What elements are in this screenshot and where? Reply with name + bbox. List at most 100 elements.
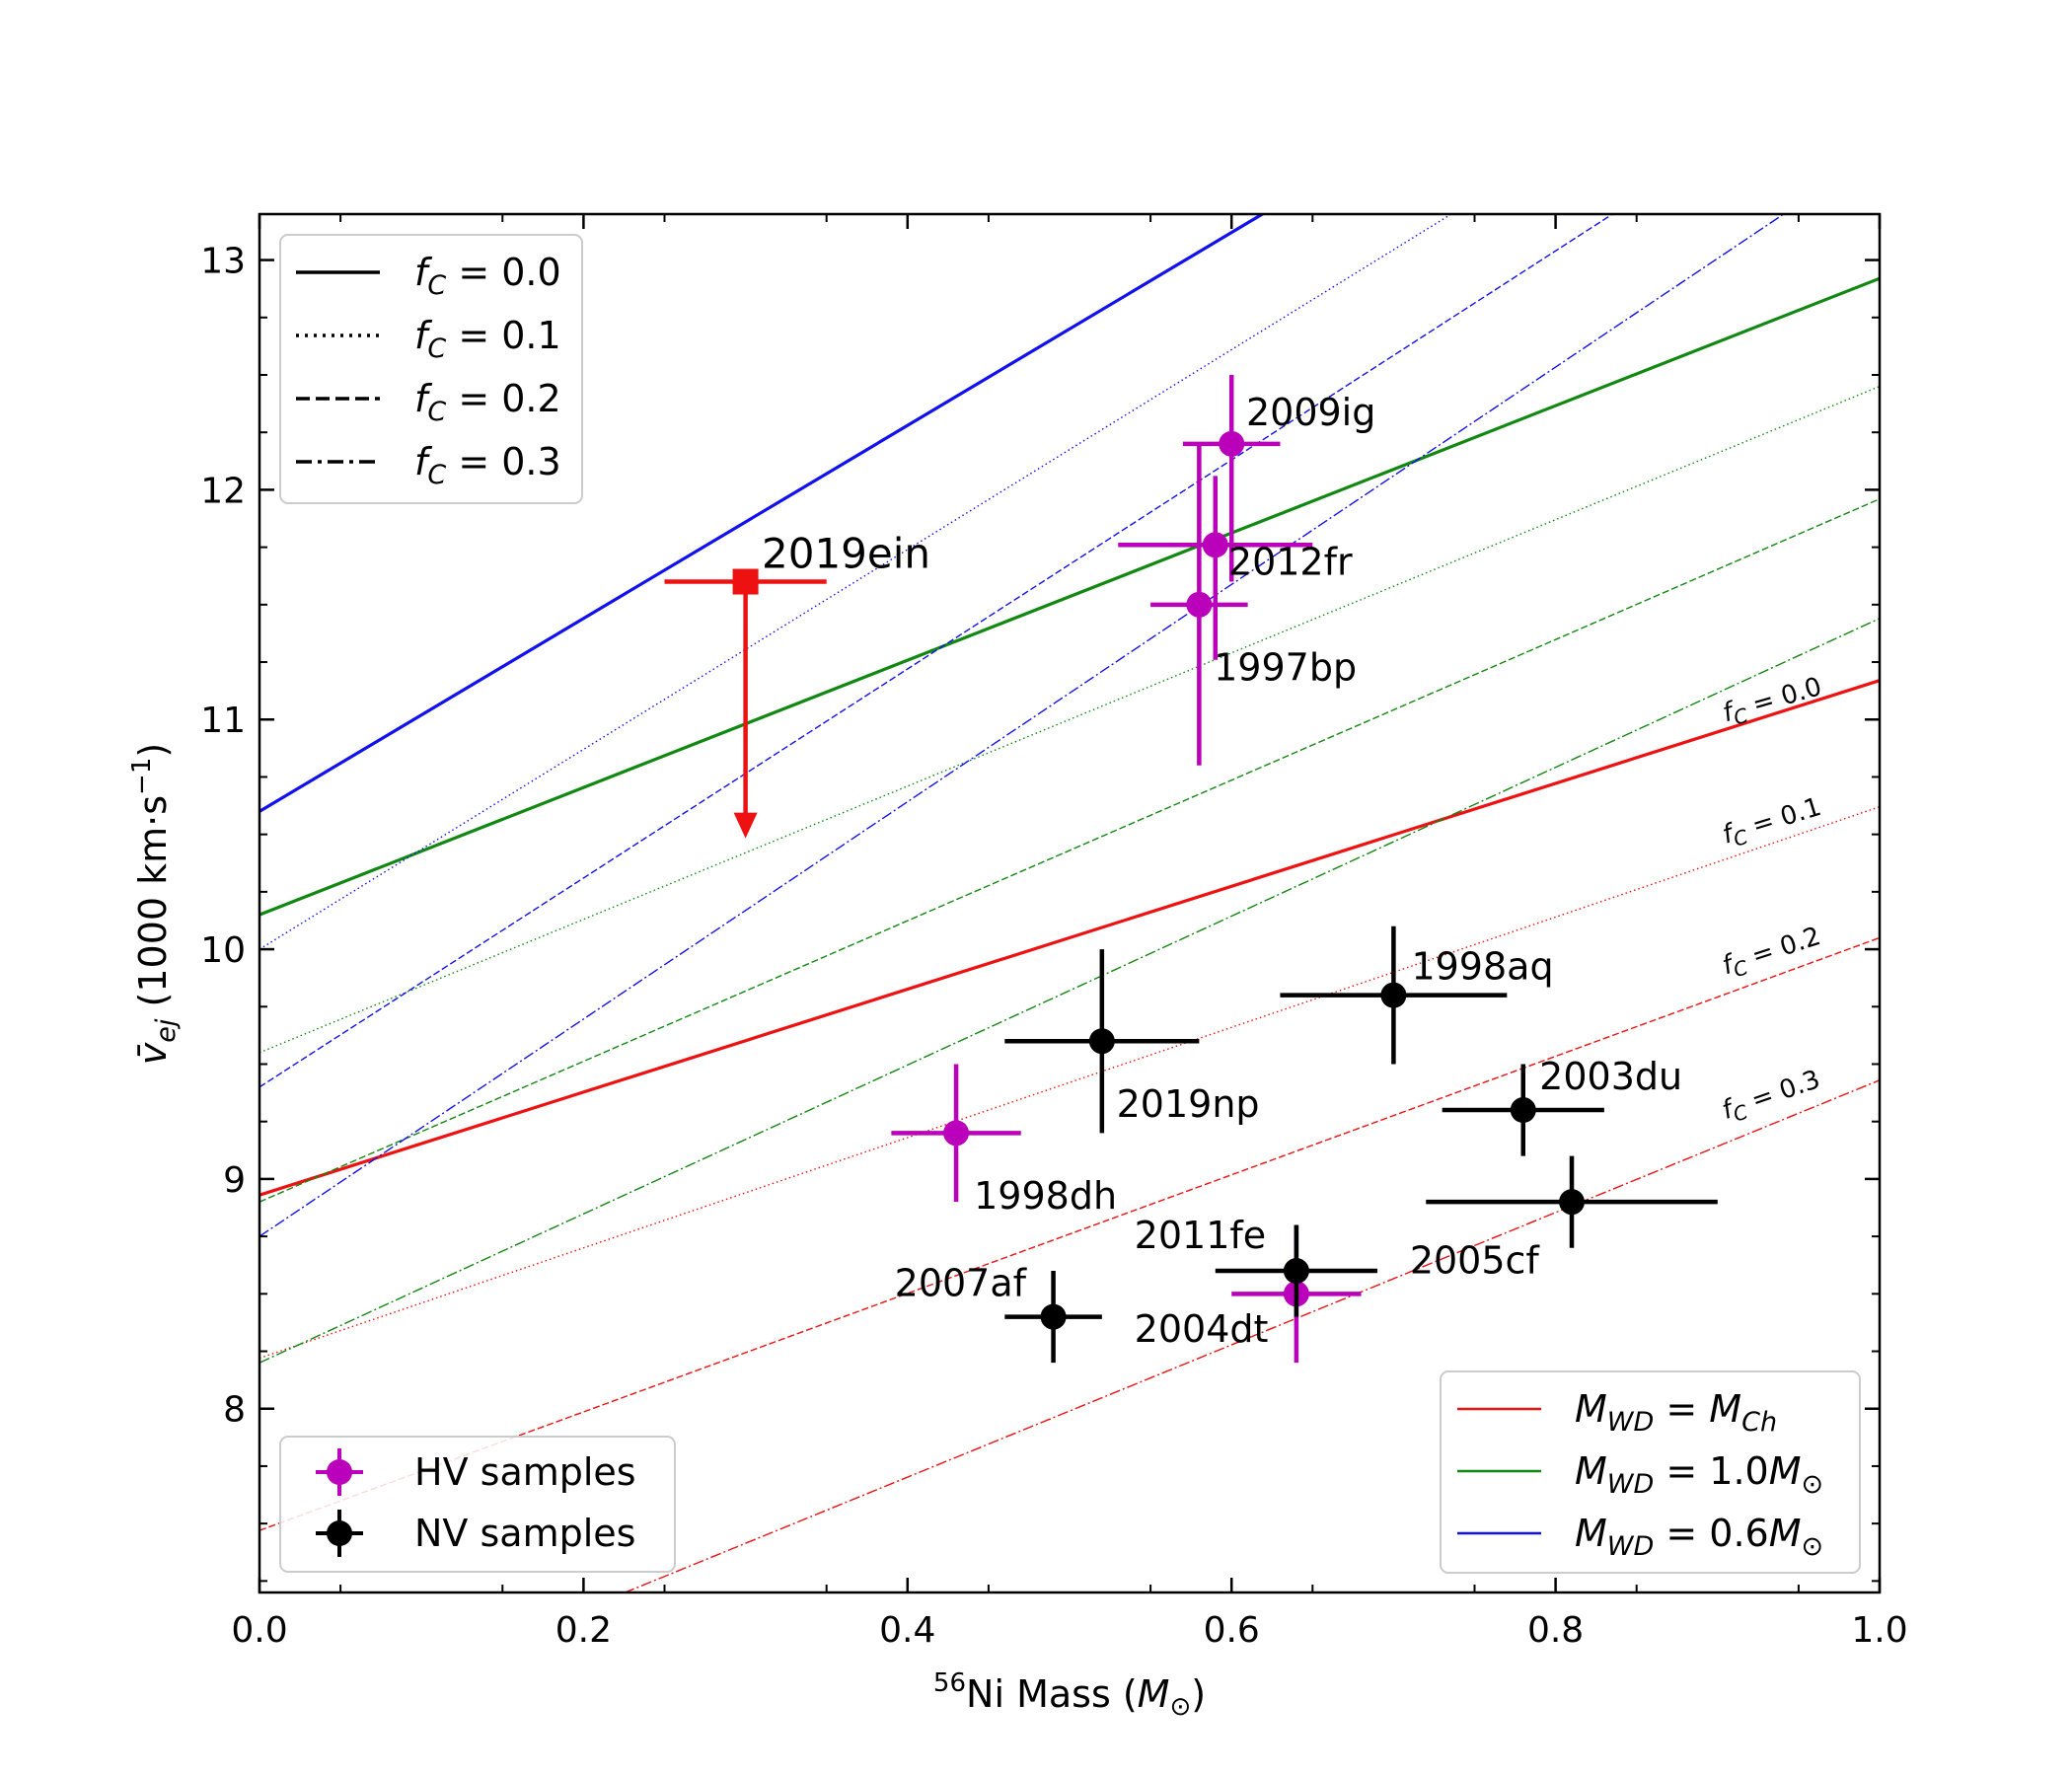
x-label-end: ) (1191, 1672, 1206, 1716)
y-label-main: (1000 km·s (131, 795, 175, 1019)
legend-samples-label: NV samples (414, 1512, 635, 1555)
point-1998aq: 1998aq (1280, 925, 1554, 1065)
point-marker (943, 1120, 970, 1147)
point-label: 2007af (895, 1262, 1028, 1305)
point-label: 2004dt (1135, 1307, 1269, 1351)
legend-fc: fC = 0.0fC = 0.1fC = 0.2fC = 0.3 (279, 234, 583, 504)
y-axis-label: v̄ej (1000 km·s−1) (127, 743, 182, 1065)
y-tick-label: 8 (223, 1390, 246, 1431)
legend-mass-m: M (1575, 1512, 1607, 1555)
legend-mass-m: M (1575, 1449, 1607, 1493)
legend-fc-eq: = 0.2 (446, 377, 560, 420)
point-2012fr: 2012fr (1118, 476, 1353, 660)
legend-mass-label: MWD = 1.0M⊙ (1575, 1449, 1823, 1500)
model-line-10-fc01 (259, 385, 1880, 1054)
legend-mass-rhs: M (1769, 1449, 1802, 1493)
point-marker (1040, 1303, 1067, 1330)
legend-fc-sub: C (427, 460, 446, 490)
fc-label-sub: C (1731, 825, 1750, 851)
legend-mass-label: MWD = 0.6M⊙ (1575, 1512, 1823, 1562)
legend-fc-sub: C (427, 270, 446, 301)
y-label-v: v̄ (131, 1042, 175, 1065)
x-label-sub: ⊙ (1169, 1692, 1191, 1722)
model-line-Ch-fc02 (259, 936, 1880, 1531)
point-2019ein: 2019ein (664, 530, 930, 839)
legends: fC = 0.0fC = 0.1fC = 0.2fC = 0.3HV sampl… (279, 234, 1861, 1574)
legend-fc-label: fC = 0.1 (414, 314, 561, 364)
x-tick-label: 0.4 (879, 1610, 935, 1651)
legend-swatch-marker (327, 1459, 352, 1485)
legend-fc-sub: C (427, 333, 446, 364)
legend-fc-label: fC = 0.2 (414, 377, 561, 427)
x-axis-label: 56Ni Mass (M⊙) (933, 1668, 1206, 1722)
point-marker (1559, 1189, 1586, 1216)
legend-mass-rsub: ⊙ (1802, 1531, 1824, 1562)
y-label-sup: −1 (127, 758, 157, 795)
legend-swatch-marker (327, 1520, 352, 1546)
legend-fc-sub: C (427, 397, 446, 427)
point-marker (1510, 1097, 1536, 1124)
legend-samples-frame (279, 1436, 676, 1573)
legend-mass-eq: = 1.0 (1654, 1449, 1768, 1493)
point-marker (1186, 591, 1213, 618)
x-tick-label: 0.0 (231, 1610, 287, 1651)
y-tick-label: 13 (200, 242, 246, 282)
point-marker (1380, 982, 1407, 1008)
point-marker-square (732, 568, 759, 595)
model-line-06-fc03 (259, 214, 1786, 1237)
legend-samples: HV samples NV samples (279, 1436, 676, 1573)
model-line-10-fc02 (259, 498, 1880, 1203)
point-2003du: 2003du (1442, 1055, 1682, 1156)
legend-fc-eq: = 0.1 (446, 314, 560, 357)
plot-frame (258, 212, 1882, 1594)
legend-mass-label: MWD = MCh (1575, 1387, 1777, 1438)
point-2005cf: 2005cf (1410, 1155, 1718, 1282)
point-marker (1202, 532, 1228, 558)
data-points: 2009ig 2012fr 1997bp 1998dh 2004dt 2019np 1998… (664, 374, 1718, 1364)
point-marker (1283, 1258, 1309, 1285)
point-marker (1219, 430, 1245, 457)
legend-mass-m: M (1575, 1387, 1607, 1431)
point-label: 2011fe (1135, 1214, 1266, 1257)
x-label-sym: M (1138, 1672, 1170, 1716)
point-2011fe: 2011fe (1135, 1214, 1377, 1317)
point-2007af: 2007af (895, 1262, 1102, 1364)
model-line-06-fc0 (259, 214, 1266, 813)
point-label: 1998aq (1411, 944, 1553, 988)
fc-label-sub: C (1731, 703, 1750, 730)
legend-mass-sub: WD (1607, 1407, 1655, 1438)
x-label-main: Ni Mass ( (966, 1672, 1138, 1716)
upper-limit-arrowhead (733, 812, 758, 839)
point-2019np: 2019np (1004, 949, 1260, 1134)
y-label-sub: ej (151, 1018, 182, 1043)
point-label: 2012fr (1228, 541, 1353, 584)
legend-mass-rhs: M (1709, 1387, 1741, 1431)
y-tick-label: 11 (200, 701, 246, 741)
axis-ticks: 0.0 0.2 0.4 0.6 0.8 1.0 8 9 10 11 12 13 (200, 214, 1908, 1651)
y-tick-label: 10 (200, 930, 246, 971)
point-label: 2009ig (1246, 391, 1375, 434)
model-line-06-fc02 (259, 214, 1614, 1088)
point-1997bp: 1997bp (1150, 443, 1357, 766)
x-label-sup: 56 (933, 1668, 966, 1698)
point-label: 1998dh (974, 1174, 1117, 1218)
legend-fc-eq: = 0.3 (446, 440, 560, 483)
model-lines (259, 214, 1880, 1592)
legend-fc-label: fC = 0.0 (414, 251, 561, 301)
point-2009ig: 2009ig (1182, 374, 1375, 582)
y-tick-label: 9 (223, 1160, 246, 1201)
point-label: 2003du (1539, 1055, 1682, 1098)
y-label-end: ) (131, 743, 175, 758)
point-label: 2005cf (1410, 1238, 1541, 1282)
legend-samples-label: HV samples (414, 1450, 636, 1494)
point-1998dh: 1998dh (891, 1064, 1117, 1218)
legend-fc-eq: = 0.0 (446, 251, 560, 294)
legend-fc-frame (279, 234, 583, 504)
legend-mass-rsub: Ch (1741, 1407, 1777, 1438)
legend-mass-rhs: M (1769, 1512, 1802, 1555)
point-label: 1997bp (1214, 646, 1357, 690)
model-line-Ch-fc0 (259, 679, 1880, 1197)
x-tick-label: 0.6 (1204, 1610, 1260, 1651)
